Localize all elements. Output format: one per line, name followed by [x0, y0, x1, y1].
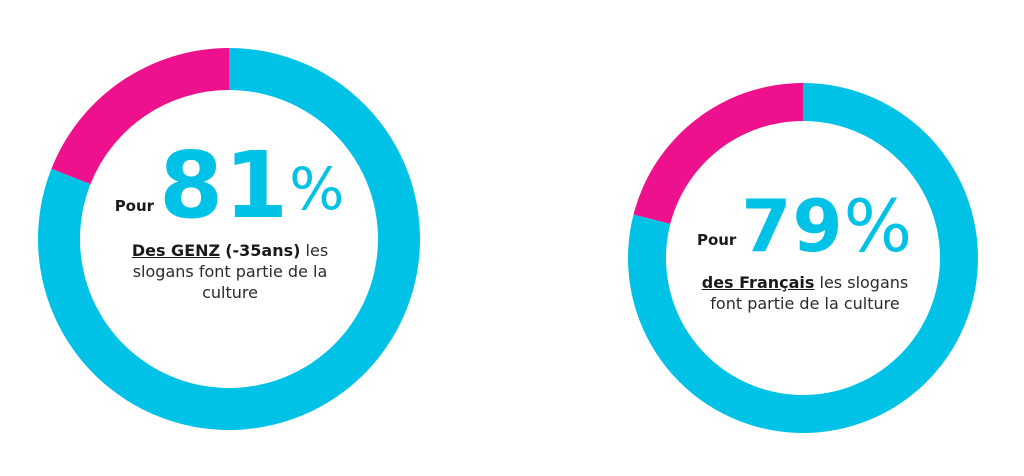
- donut-2-slice-2: [633, 83, 803, 224]
- donut-1-prefix: Pour: [114, 197, 155, 215]
- donut-1-percent: %: [289, 155, 346, 223]
- donut-1-audience-detail: (-35ans): [225, 241, 301, 260]
- donut-1-text-1: les: [305, 241, 329, 260]
- donut-1-number: 81: [159, 132, 290, 239]
- donut-2-text-2: font partie de la culture: [710, 294, 900, 313]
- donut-1-text-2: slogans font partie de la: [132, 262, 328, 281]
- donut-2-caption: des Français les slogans font partie de …: [670, 272, 940, 314]
- donut-2-center: Pour 79% des Français les slogans font p…: [670, 190, 940, 314]
- donut-2-number: 79: [741, 184, 844, 268]
- donut-1-text-3: culture: [202, 283, 258, 302]
- donut-1-audience: Des GENZ: [131, 241, 221, 260]
- donut-2-headline: Pour 79%: [670, 190, 940, 262]
- donut-2-prefix: Pour: [696, 231, 737, 249]
- donut-1-caption: Des GENZ (-35ans) les slogans font parti…: [90, 240, 370, 303]
- donut-1-slice-2: [51, 48, 230, 185]
- donut-1-headline: Pour 81%: [90, 140, 370, 232]
- donut-2-percent: %: [843, 184, 914, 268]
- donut-1-center: Pour 81% Des GENZ (-35ans) les slogans f…: [90, 140, 370, 303]
- donut-2-text-1: les slogans: [819, 273, 909, 292]
- donut-2-audience: des Français: [701, 273, 815, 292]
